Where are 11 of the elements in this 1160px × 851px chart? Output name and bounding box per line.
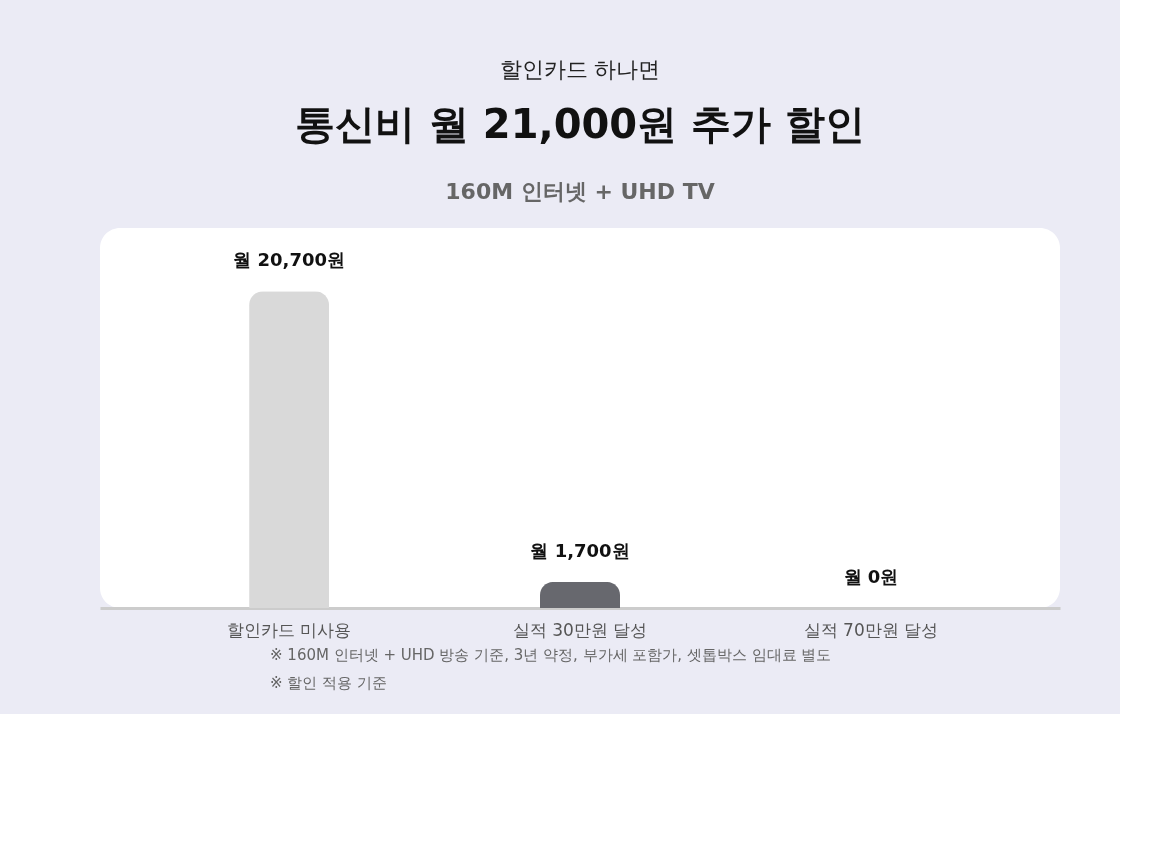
text: ※ 할인 적용 기준 [270, 674, 387, 692]
x-tick-label: 실적 70만원 달성 [803, 619, 939, 640]
x-tick-label: 할인카드 미사용 [226, 619, 352, 640]
chart-subtitle: 160M 인터넷 + UHD TV [445, 179, 715, 204]
text: 할인카드 하나면 [499, 57, 661, 82]
chart-title: 통신비 월 21,000원 추가 할인 [294, 101, 866, 147]
data-label: 월 1,700원 [530, 539, 630, 561]
data-label: 월 0원 [843, 566, 899, 587]
x-tick-label: 실적 30만원 달성 [512, 619, 648, 640]
text: ※ 160M 인터넷 + UHD 방송 기준, 3년 약정, 부가세 포함가, 셋톱박스 임대료 별도 [270, 646, 832, 664]
data-label: 월 20,700원 [233, 249, 345, 271]
